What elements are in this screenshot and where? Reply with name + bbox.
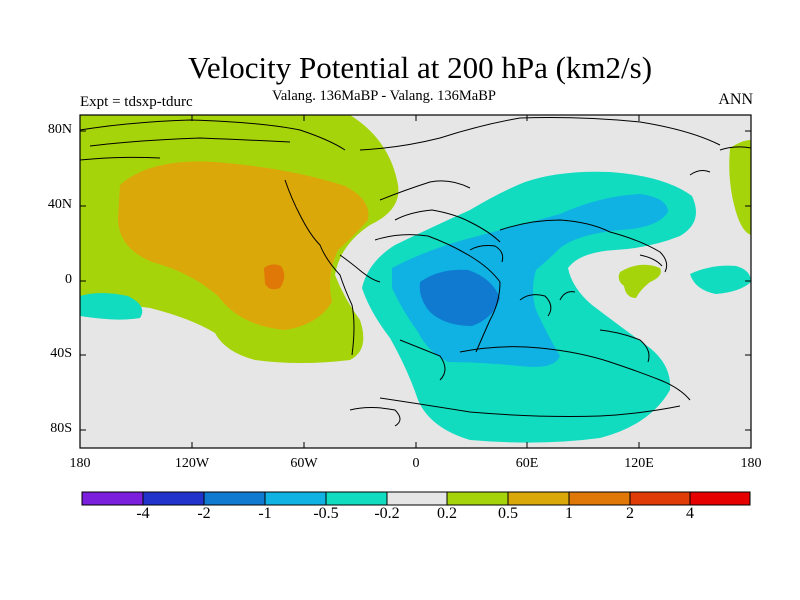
colorbar-label: -4 [136,505,150,522]
negative-west-edge-region [80,293,143,320]
lon-label-0: 0 [412,456,420,471]
positive-1-region [264,264,285,290]
negative-1-region [419,269,500,326]
lon-label-60w: 60W [290,456,318,471]
season-label: ANN [718,91,753,108]
plot-title: Velocity Potential at 200 hPa (km2/s) [187,50,653,85]
positive-0-5-region [118,161,369,330]
colorbar-label: 0.5 [498,505,518,522]
colorbar-swatch [690,492,750,505]
colorbar-swatch [387,492,447,505]
colorbar [81,491,751,506]
lon-label-180w: 180 [69,456,91,471]
lon-label-120e: 120E [624,456,654,471]
colorbar-label: 4 [686,505,694,522]
colorbar-label: -0.5 [313,505,339,522]
colorbar-swatch [265,492,326,505]
lat-tick-marks [80,130,751,431]
lat-label-40s: 40S [50,346,72,361]
lat-label-80s: 80S [50,421,72,436]
experiment-label: Expt = tdsxp-tdurc [80,94,193,110]
colorbar-swatch [630,492,690,505]
colorbar-swatch [82,492,143,505]
lon-label-180e: 180 [740,456,762,471]
colorbar-label: 1 [565,505,573,522]
lat-label-0: 0 [65,272,72,287]
colorbar-label: -2 [197,505,211,522]
colorbar-swatch [447,492,508,505]
coastlines [80,117,751,427]
map-field [80,115,751,448]
negative-east-pacific-region [690,265,751,294]
colorbar-label: 0.2 [437,505,457,522]
lon-tick-marks [79,115,752,448]
positive-west-pacific-region [618,264,661,298]
colorbar-swatch [204,492,265,505]
positive-east-edge-region [729,140,751,235]
colorbar-swatch [569,492,630,505]
plot-subtitle: Valang. 136MaBP - Valang. 136MaBP [272,88,496,104]
lat-label-40n: 40N [47,197,72,212]
colorbar-label: -0.2 [374,505,400,522]
lon-label-120w: 120W [174,456,210,471]
colorbar-label: 2 [626,505,634,522]
colorbar-swatch [143,492,204,505]
lat-label-80n: 80N [47,122,72,137]
colorbar-label: -1 [258,505,272,522]
lon-label-60e: 60E [515,456,539,471]
colorbar-swatch [508,492,569,505]
colorbar-swatch [326,492,387,505]
